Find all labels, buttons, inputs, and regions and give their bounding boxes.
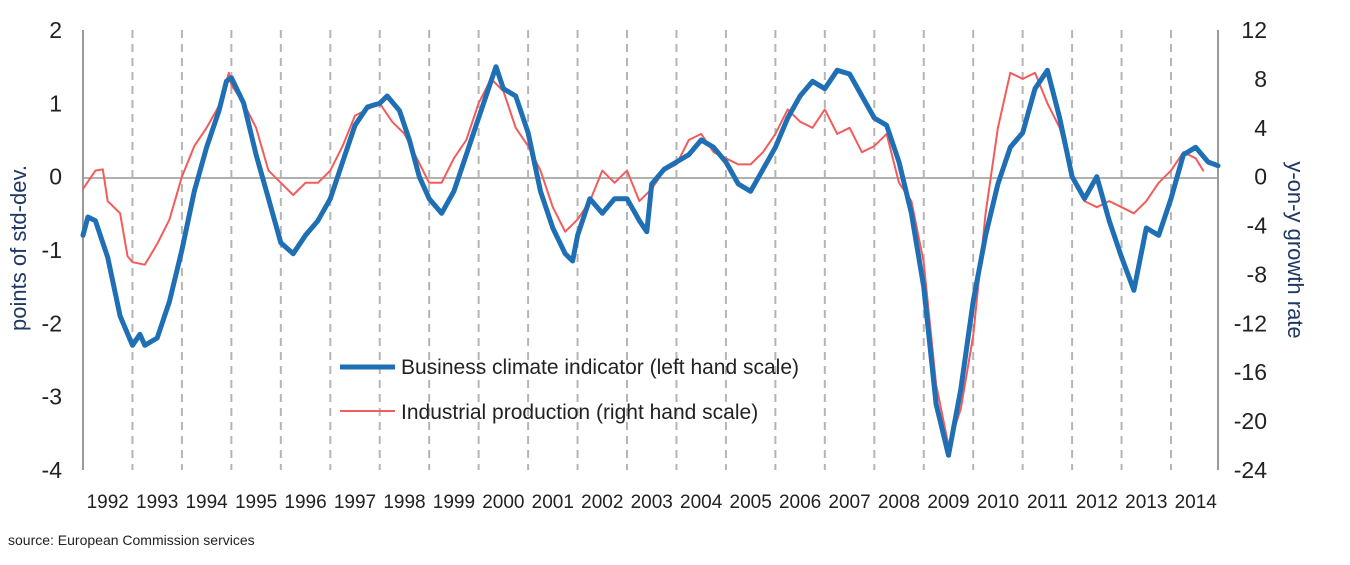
legend-label-industrial-production: Industrial production (right hand scale) [401, 401, 758, 424]
x-tick-label: 2009 [927, 492, 969, 513]
y-right-tick-label: -12 [1234, 310, 1267, 336]
y-left-tick-label: 2 [49, 17, 62, 43]
x-tick-label: 2000 [482, 492, 524, 513]
y-right-tick-label: 8 [1254, 66, 1267, 92]
y-right-tick-label: -4 [1247, 213, 1268, 239]
x-tick-label: 1994 [185, 492, 228, 513]
y-right-tick-label: -24 [1234, 457, 1267, 483]
x-tick-label: 1997 [334, 492, 376, 513]
grid-lines [131, 30, 1173, 470]
legend: Business climate indicator (left hand sc… [340, 356, 799, 424]
x-tick-label: 1996 [284, 492, 326, 513]
y-axis-right-label: y-on-y growth rate [1283, 161, 1308, 338]
x-tick-label: 2011 [1027, 492, 1068, 513]
x-tick-label: 2008 [878, 492, 920, 513]
x-tick-label: 1999 [433, 492, 475, 513]
x-tick-label: 2007 [828, 492, 870, 513]
y-right-tick-label: -20 [1234, 408, 1267, 434]
x-tick-label: 1992 [87, 492, 129, 513]
x-tick-label: 2012 [1076, 492, 1118, 513]
y-left-tick-label: -4 [42, 457, 63, 483]
x-axis-ticks: 1992 1993 1994 1995 1996 1997 1998 1999 2000 2001… [87, 492, 1218, 513]
series-layer [80, 64, 1221, 458]
source-note: source: European Commission services [8, 532, 255, 548]
x-tick-label: 2002 [581, 492, 623, 513]
y-axis-left-label: points of std-dev. [6, 165, 31, 331]
x-tick-label: 2005 [730, 492, 772, 513]
y-left-tick-label: 1 [49, 90, 62, 116]
x-tick-label: 2004 [680, 492, 723, 513]
y-right-tick-label: 0 [1254, 164, 1267, 190]
x-tick-label: 1995 [235, 492, 277, 513]
y-left-tick-label: 0 [49, 164, 62, 190]
x-tick-label: 2014 [1175, 492, 1218, 513]
x-tick-label: 2013 [1125, 492, 1167, 513]
y-left-tick-label: -3 [42, 384, 62, 410]
y-left-tick-label: -2 [42, 310, 62, 336]
right-axis-ticks: -24 -20 -16 -12 -8 -4 0 4 8 12 [1234, 17, 1267, 483]
y-right-tick-label: 4 [1254, 115, 1267, 141]
x-tick-label: 2001 [532, 492, 574, 513]
x-tick-label: 1993 [136, 492, 178, 513]
left-axis-ticks: -4 -3 -2 -1 0 1 2 [42, 17, 63, 483]
y-right-tick-label: -8 [1247, 261, 1267, 287]
x-tick-label: 2003 [631, 492, 673, 513]
y-left-tick-label: -1 [42, 237, 62, 263]
x-tick-label: 2010 [977, 492, 1019, 513]
y-right-tick-label: 12 [1241, 17, 1267, 43]
legend-label-business-climate: Business climate indicator (left hand sc… [401, 356, 799, 379]
y-right-tick-label: -16 [1234, 359, 1267, 385]
x-tick-label: 2006 [779, 492, 821, 513]
series-line-business-climate [80, 64, 1221, 458]
x-tick-label: 1998 [383, 492, 425, 513]
